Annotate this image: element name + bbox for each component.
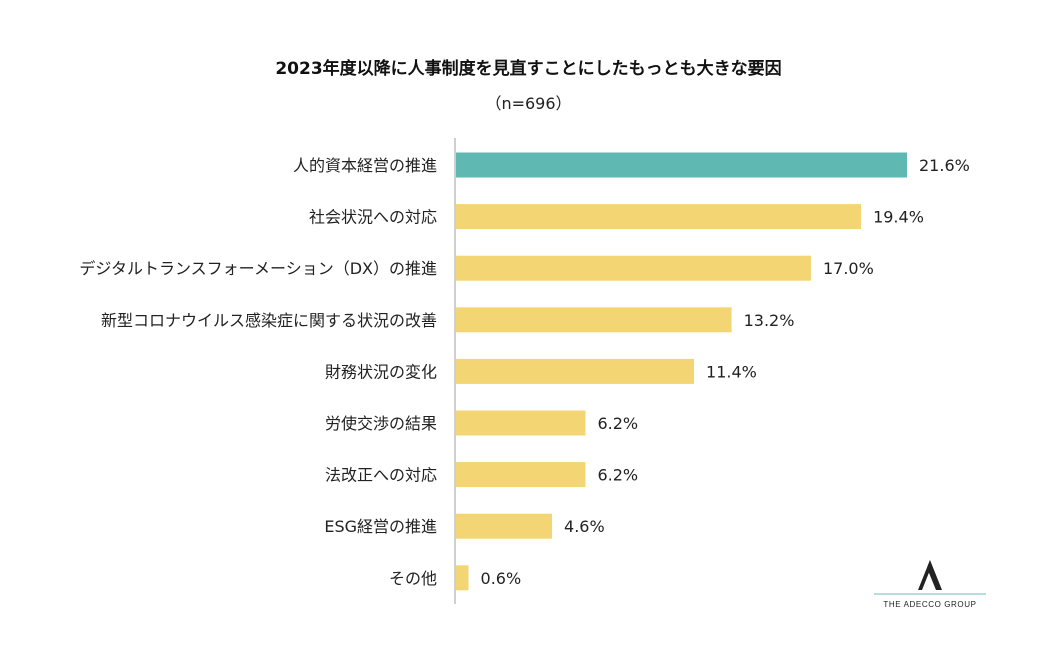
bar: [456, 307, 732, 333]
category-label: 新型コロナウイルス感染症に関する状況の改善: [101, 311, 437, 330]
value-label: 19.4%: [873, 208, 924, 227]
value-label: 4.6%: [564, 517, 605, 536]
category-label: デジタルトランスフォーメーション（DX）の推進: [79, 259, 437, 278]
category-label: 社会状況への対応: [309, 208, 437, 227]
bar: [456, 358, 695, 384]
category-label: その他: [389, 569, 437, 588]
value-label: 17.0%: [823, 259, 874, 278]
value-label: 0.6%: [481, 569, 522, 588]
value-label: 11.4%: [706, 362, 757, 381]
bar: [456, 204, 862, 230]
value-label: 6.2%: [597, 414, 638, 433]
category-label: 人的資本経営の推進: [293, 156, 437, 175]
value-label: 13.2%: [744, 311, 795, 330]
bar: [456, 410, 586, 436]
value-label: 6.2%: [597, 466, 638, 485]
bar: [456, 565, 469, 591]
bar: [456, 513, 553, 539]
value-label: 21.6%: [919, 156, 970, 175]
adecco-a-mark-icon: [874, 560, 986, 595]
bar: [456, 462, 586, 488]
chart-title: 2023年度以降に人事制度を見直すことにしたもっとも大きな要因: [275, 59, 782, 79]
chart-subtitle: （n=696）: [485, 94, 572, 113]
category-label: ESG経営の推進: [324, 517, 437, 536]
logo-text: THE ADECCO GROUP: [883, 600, 977, 609]
category-label: 財務状況の変化: [325, 362, 437, 381]
bar: [456, 255, 811, 281]
bar: [456, 152, 907, 178]
adecco-logo: THE ADECCO GROUP: [874, 558, 986, 614]
category-label: 法改正への対応: [325, 466, 437, 485]
category-label: 労使交渉の結果: [325, 414, 437, 433]
